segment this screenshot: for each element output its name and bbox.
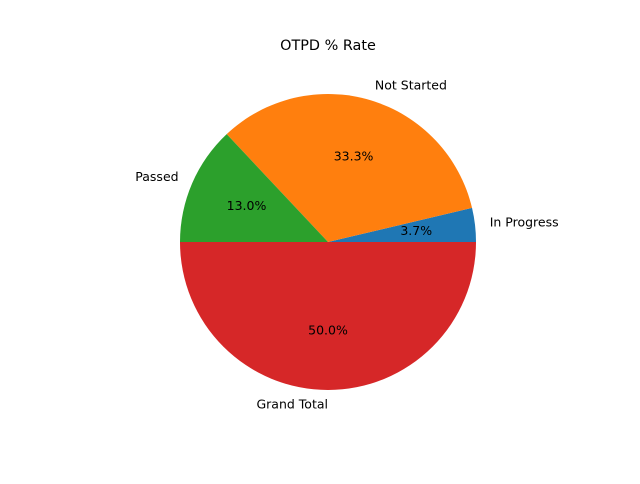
slice-percent-passed: 13.0%	[227, 198, 267, 213]
slice-label-grand-total: Grand Total	[256, 396, 328, 411]
slice-percent-grand-total: 50.0%	[308, 322, 348, 337]
pie-slices	[180, 93, 476, 390]
pie-slice-passed	[180, 134, 328, 242]
slice-percent-not-started: 33.3%	[334, 148, 374, 163]
slice-label-passed: Passed	[135, 169, 178, 184]
pie-slice-grand-total	[180, 242, 476, 390]
slice-percent-in-progress: 3.7%	[400, 223, 432, 238]
chart-title: OTPD % Rate	[280, 38, 376, 54]
slice-label-in-progress: In Progress	[490, 215, 559, 230]
pie-labels: In Progress 3.7% Not Started 33.3% Passed 13.…	[135, 78, 558, 412]
pie-slice-not-started	[226, 93, 473, 243]
pie-slice-in-progress	[328, 207, 476, 242]
slice-label-not-started: Not Started	[375, 78, 447, 93]
